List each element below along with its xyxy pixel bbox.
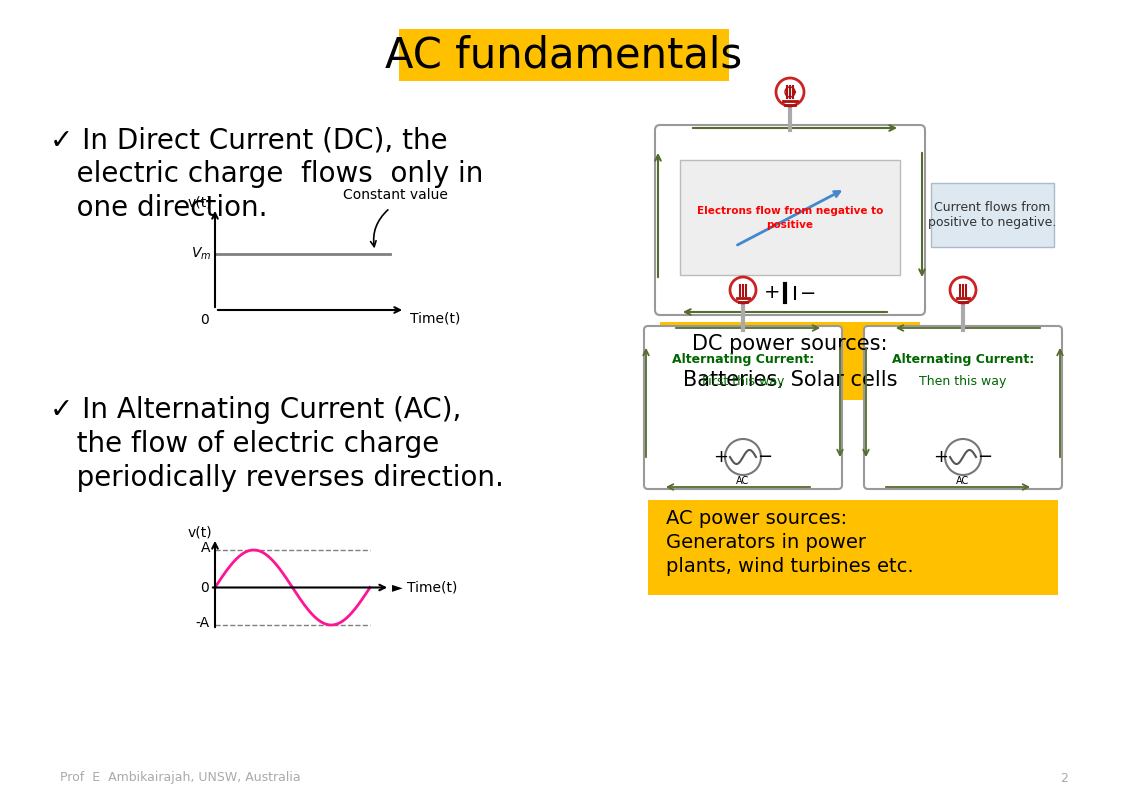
FancyBboxPatch shape xyxy=(647,500,1058,595)
Text: the flow of electric charge: the flow of electric charge xyxy=(50,430,439,458)
Text: $V_m$: $V_m$ xyxy=(191,246,211,262)
FancyBboxPatch shape xyxy=(680,160,900,275)
Text: +: + xyxy=(934,448,949,466)
FancyBboxPatch shape xyxy=(644,326,841,489)
Text: 0: 0 xyxy=(201,313,209,327)
Text: DC power sources:: DC power sources: xyxy=(693,334,888,354)
Text: −: − xyxy=(800,283,817,302)
Text: 0: 0 xyxy=(201,581,209,594)
Text: plants, wind turbines etc.: plants, wind turbines etc. xyxy=(666,557,914,575)
Text: Prof  E  Ambikairajah, UNSW, Australia: Prof E Ambikairajah, UNSW, Australia xyxy=(60,771,301,785)
Circle shape xyxy=(945,439,981,475)
Text: Batteries, Solar cells: Batteries, Solar cells xyxy=(682,370,897,390)
Text: A: A xyxy=(201,541,210,555)
FancyBboxPatch shape xyxy=(931,183,1054,247)
Text: electric charge  flows  only in: electric charge flows only in xyxy=(50,160,484,188)
Circle shape xyxy=(776,78,804,106)
Text: positive: positive xyxy=(767,219,813,230)
Circle shape xyxy=(950,277,976,303)
FancyBboxPatch shape xyxy=(864,326,1061,489)
Text: Constant value: Constant value xyxy=(343,188,448,202)
Text: −: − xyxy=(978,448,993,466)
Text: +: + xyxy=(764,283,781,302)
Text: Alternating Current:: Alternating Current: xyxy=(672,354,814,366)
Text: AC power sources:: AC power sources: xyxy=(666,509,847,527)
Text: Generators in power: Generators in power xyxy=(666,533,866,551)
Text: ✓ In Direct Current (DC), the: ✓ In Direct Current (DC), the xyxy=(50,126,448,154)
Circle shape xyxy=(730,277,756,303)
Circle shape xyxy=(725,439,761,475)
FancyBboxPatch shape xyxy=(399,29,729,81)
Text: Current flows from
positive to negative.: Current flows from positive to negative. xyxy=(928,201,1056,229)
Text: First this way: First this way xyxy=(702,375,784,389)
Text: ► Time(t): ► Time(t) xyxy=(393,581,457,594)
Text: one direction.: one direction. xyxy=(50,194,267,222)
Text: Alternating Current:: Alternating Current: xyxy=(892,354,1034,366)
Text: AC fundamentals: AC fundamentals xyxy=(386,34,742,76)
Text: periodically reverses direction.: periodically reverses direction. xyxy=(50,464,504,492)
Text: ✓ In Alternating Current (AC),: ✓ In Alternating Current (AC), xyxy=(50,396,461,424)
Text: AC: AC xyxy=(957,476,970,486)
Text: Electrons flow from negative to: Electrons flow from negative to xyxy=(697,206,883,217)
Text: AC: AC xyxy=(737,476,750,486)
Text: Then this way: Then this way xyxy=(919,375,1006,389)
Text: v(t): v(t) xyxy=(187,525,212,539)
Text: 2: 2 xyxy=(1060,771,1068,785)
FancyBboxPatch shape xyxy=(655,125,925,315)
Text: Time(t): Time(t) xyxy=(409,312,460,326)
FancyBboxPatch shape xyxy=(660,322,920,400)
Text: +: + xyxy=(714,448,729,466)
Text: -A: -A xyxy=(196,616,210,630)
Text: −: − xyxy=(757,448,773,466)
Text: v(t): v(t) xyxy=(187,195,212,209)
